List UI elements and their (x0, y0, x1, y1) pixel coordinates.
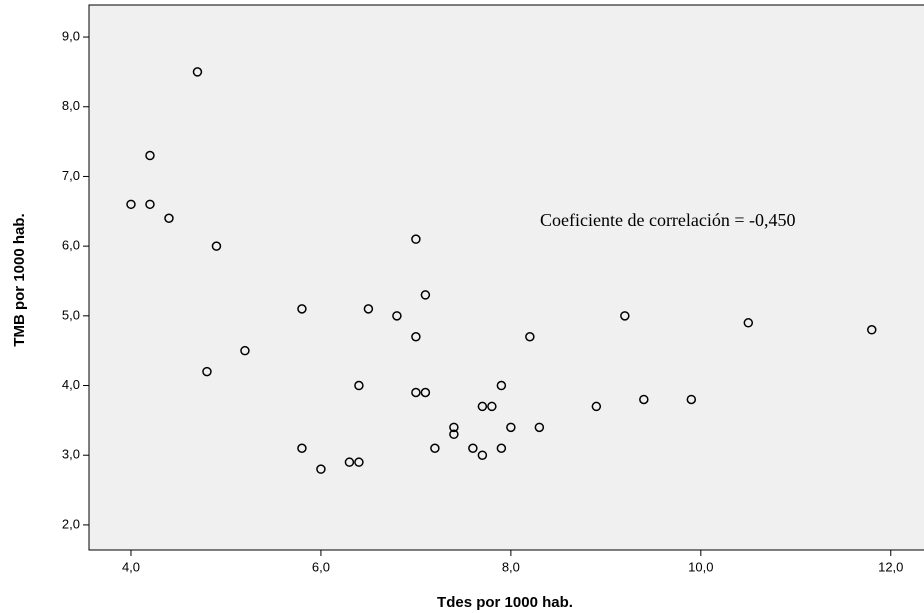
point (867, 325, 877, 335)
point (420, 290, 431, 300)
point (449, 429, 459, 440)
point (591, 401, 602, 412)
point (639, 394, 649, 405)
point (297, 443, 307, 453)
y-tick-label: 5,0 (62, 307, 80, 322)
point (240, 345, 250, 356)
point (430, 443, 440, 453)
point (354, 380, 364, 391)
y-tick-label: 3,0 (62, 447, 80, 462)
point (164, 213, 174, 224)
annotation: Coeficiente de correlación = -0,450 (540, 210, 796, 230)
point (202, 366, 212, 377)
point (363, 304, 374, 314)
point (411, 331, 421, 342)
point (506, 422, 516, 433)
y-tick-label: 4,0 (62, 377, 80, 392)
x-tick-label: 12,0 (878, 559, 903, 574)
point (496, 443, 507, 453)
point (496, 380, 507, 391)
point (420, 387, 431, 398)
x-tick-label: 10,0 (688, 559, 713, 574)
point (743, 318, 754, 328)
y-tick-label: 6,0 (62, 238, 80, 253)
point (477, 401, 488, 412)
point (620, 311, 630, 321)
y-tick-label: 7,0 (62, 168, 80, 183)
point (297, 304, 307, 314)
point (477, 450, 488, 460)
point (211, 241, 222, 251)
point (468, 443, 478, 453)
y-tick-label: 2,0 (62, 516, 80, 531)
point (316, 464, 326, 474)
point (344, 457, 355, 467)
x-tick-label: 6,0 (312, 559, 330, 574)
x-axis-title: Tdes por 1000 hab. (437, 594, 573, 611)
point (411, 234, 421, 244)
y-tick-label: 9,0 (62, 28, 80, 43)
point (126, 199, 136, 210)
point (449, 422, 459, 433)
point (354, 457, 364, 467)
point (487, 401, 497, 412)
point (534, 422, 545, 433)
point (686, 394, 697, 405)
y-tick-label: 8,0 (62, 98, 80, 113)
point (145, 199, 155, 210)
y-axis-title: TMB por 1000 hab. (11, 213, 28, 346)
plot-area (88, 4, 924, 551)
x-tick-label: 8,0 (502, 559, 520, 574)
x-tick-label: 4,0 (122, 559, 140, 574)
point (145, 150, 155, 161)
point (392, 311, 402, 321)
point (192, 67, 203, 77)
point (525, 331, 535, 342)
point (411, 387, 421, 398)
